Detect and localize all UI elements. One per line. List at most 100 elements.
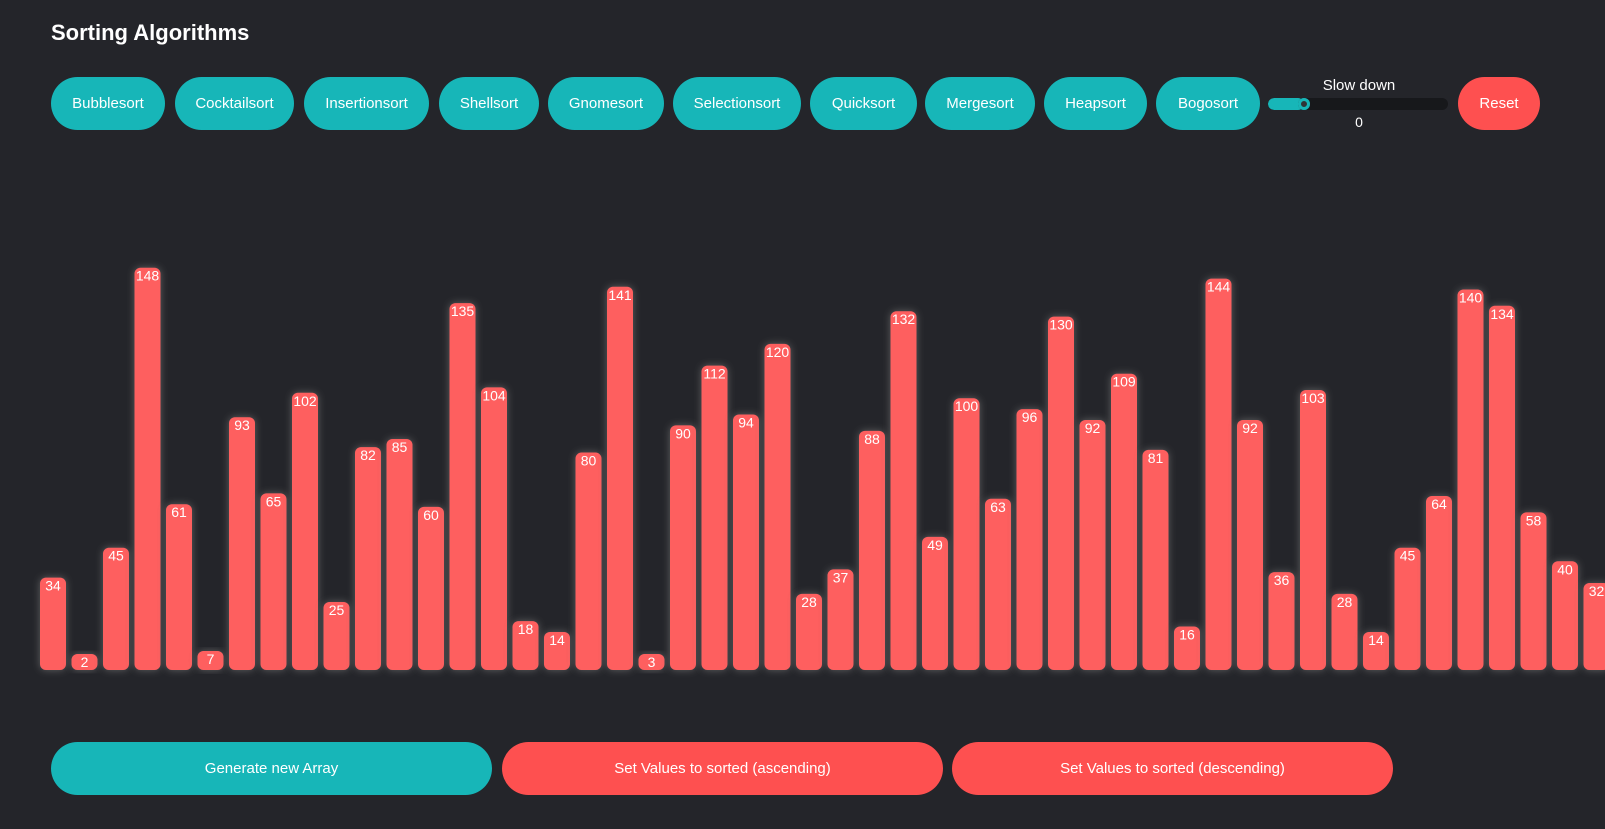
- array-bar-rect: [985, 498, 1011, 670]
- array-bar-rect: [701, 365, 728, 670]
- array-bar-label: 40: [1557, 561, 1573, 577]
- array-bar: 90: [670, 425, 696, 670]
- generate-array-button[interactable]: Generate new Array: [51, 742, 492, 795]
- selectionsort-button[interactable]: Selectionsort: [673, 77, 801, 130]
- array-bar: 64: [1426, 496, 1452, 670]
- heapsort-button[interactable]: Heapsort: [1044, 77, 1147, 130]
- array-bar-label: 28: [1337, 594, 1353, 610]
- array-bar: 3: [638, 654, 665, 670]
- array-bar-rect: [449, 303, 476, 670]
- array-bar-rect: [1079, 419, 1106, 670]
- slow-down-slider[interactable]: [1268, 98, 1448, 110]
- array-bar-label: 3: [648, 654, 656, 670]
- array-bar-label: 112: [703, 366, 726, 382]
- array-bar-rect: [575, 452, 602, 670]
- mergesort-button[interactable]: Mergesort: [925, 77, 1035, 130]
- array-bar-label: 88: [864, 431, 880, 447]
- array-bar: 144: [1205, 278, 1232, 670]
- cocktailsort-button[interactable]: Cocktailsort: [175, 77, 294, 130]
- array-bar-label: 25: [329, 602, 345, 618]
- array-bar-rect: [1174, 626, 1200, 670]
- array-bar-rect: [418, 506, 444, 670]
- array-bar: 92: [1237, 419, 1263, 670]
- array-bar: 85: [386, 438, 413, 670]
- array-bar-rect: [1489, 305, 1515, 670]
- array-bar-rect: [229, 417, 255, 670]
- array-bar-rect: [1394, 547, 1421, 670]
- array-bar: 63: [985, 498, 1011, 670]
- array-bar-rect: [1268, 572, 1295, 670]
- array-bar-label: 96: [1022, 409, 1038, 425]
- array-bar-rect: [607, 286, 633, 670]
- array-bar-rect: [1142, 449, 1169, 670]
- array-bar-rect: [260, 493, 287, 670]
- array-bar-rect: [1426, 496, 1452, 670]
- reset-button[interactable]: Reset: [1458, 77, 1540, 130]
- array-bar-label: 64: [1431, 496, 1447, 512]
- array-bar-rect: [1457, 289, 1484, 670]
- array-bar-label: 132: [892, 311, 916, 327]
- shellsort-button[interactable]: Shellsort: [439, 77, 539, 130]
- array-bar-label: 144: [1207, 279, 1231, 295]
- array-bar-rect: [512, 621, 539, 670]
- array-bar-label: 82: [360, 447, 376, 463]
- array-bar-label: 58: [1526, 512, 1542, 528]
- array-bar: 61: [166, 504, 192, 670]
- array-bar: 45: [1394, 547, 1421, 670]
- slider-handle[interactable]: [1298, 98, 1310, 110]
- array-bar-rect: [197, 650, 224, 670]
- array-bar: 58: [1520, 512, 1547, 670]
- array-bar-label: 85: [392, 439, 408, 455]
- array-bar-label: 45: [1400, 548, 1416, 564]
- quicksort-button[interactable]: Quicksort: [810, 77, 917, 130]
- array-bar: 36: [1268, 572, 1295, 670]
- array-bar-label: 120: [766, 344, 790, 360]
- array-bar-rect: [670, 425, 696, 670]
- array-bar: 2: [71, 654, 98, 670]
- array-bar: 28: [796, 593, 822, 670]
- array-bar-rect: [1048, 316, 1074, 670]
- insertionsort-button[interactable]: Insertionsort: [304, 77, 429, 130]
- array-bar: 16: [1174, 626, 1200, 670]
- bubblesort-button[interactable]: Bubblesort: [51, 77, 165, 130]
- array-bar-label: 45: [108, 548, 124, 564]
- array-bar: 40: [1552, 561, 1578, 670]
- slider-fill: [1268, 98, 1304, 110]
- array-bar-label: 65: [266, 493, 282, 509]
- array-bar-rect: [890, 311, 917, 670]
- array-bar-rect: [922, 536, 948, 670]
- array-bar: 88: [859, 430, 885, 670]
- array-bar-label: 109: [1112, 374, 1136, 390]
- array-bar: 32: [1583, 583, 1605, 670]
- array-bar: 103: [1300, 390, 1326, 670]
- array-bar: 37: [827, 569, 854, 670]
- array-bar: 18: [512, 621, 539, 670]
- slow-down-label: Slow down: [1322, 77, 1396, 94]
- bogosort-button[interactable]: Bogosort: [1156, 77, 1260, 130]
- sort-descending-button[interactable]: Set Values to sorted (descending): [952, 742, 1393, 795]
- array-bar-label: 93: [234, 417, 250, 433]
- array-bar-rect: [1331, 593, 1358, 670]
- array-bar-label: 34: [45, 578, 61, 594]
- array-bar: 93: [229, 417, 255, 670]
- array-bar: 104: [481, 387, 507, 670]
- sort-ascending-button[interactable]: Set Values to sorted (ascending): [502, 742, 943, 795]
- array-bar-label: 148: [136, 268, 160, 284]
- array-bar: 82: [355, 447, 381, 670]
- array-bar-label: 94: [738, 415, 754, 431]
- array-bar: 109: [1111, 373, 1137, 670]
- array-bar-label: 7: [207, 651, 215, 667]
- array-bar-label: 141: [608, 287, 632, 303]
- array-bar-label: 16: [1179, 627, 1195, 643]
- array-bar-label: 135: [451, 303, 475, 319]
- gnomesort-button[interactable]: Gnomesort: [548, 77, 664, 130]
- slow-down-control: Slow down 0: [1268, 77, 1450, 130]
- array-bar-label: 80: [581, 453, 597, 469]
- array-bar: 92: [1079, 419, 1106, 670]
- array-bar-rect: [827, 569, 854, 670]
- array-bar: 141: [607, 286, 633, 670]
- array-bar: 120: [764, 343, 791, 670]
- array-bar-label: 92: [1085, 420, 1101, 436]
- array-bar: 65: [260, 493, 287, 670]
